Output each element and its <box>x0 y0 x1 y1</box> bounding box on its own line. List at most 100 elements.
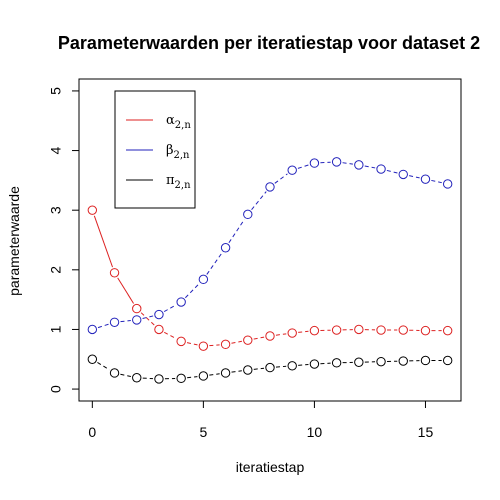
series-1-point <box>265 182 275 192</box>
series-2-segment <box>298 364 309 366</box>
series-1-segment <box>251 191 267 211</box>
series-layer <box>87 157 453 384</box>
series-2-point <box>154 374 164 384</box>
series-2-segment <box>97 361 110 371</box>
series-1-point <box>376 164 386 174</box>
y-tick-label: 5 <box>48 87 64 95</box>
series-1-point <box>220 243 231 253</box>
series-0-segment <box>253 336 265 340</box>
series-1 <box>87 157 453 335</box>
x-tick-label: 0 <box>88 424 96 440</box>
y-axis: 0 1 2 3 4 5 <box>48 87 80 393</box>
series-1-segment <box>320 161 331 164</box>
series-1-point <box>154 309 164 320</box>
y-tick-label: 4 <box>48 146 64 154</box>
series-1-point <box>420 174 431 184</box>
y-tick-label: 1 <box>48 325 64 333</box>
legend-label-subscript: 2,n <box>175 180 192 191</box>
legend-label-symbol: π <box>166 173 175 188</box>
series-1-point <box>176 297 186 307</box>
series-1-segment <box>342 162 353 165</box>
series-1-segment <box>386 169 398 174</box>
series-0-segment <box>298 330 309 333</box>
series-1-segment <box>297 164 309 169</box>
series-1-point <box>309 158 320 168</box>
series-2-point <box>243 365 253 375</box>
series-0-point <box>220 339 231 350</box>
x-axis: 0 5 10 15 <box>88 400 434 440</box>
series-2-point <box>287 361 297 371</box>
series-2-point <box>109 368 120 378</box>
series-0-point <box>287 328 297 338</box>
series-1-point <box>287 165 297 175</box>
series-2-point <box>87 354 98 364</box>
chart-title: Parameterwaarden per iteratiestap voor d… <box>58 33 480 53</box>
series-2-segment <box>253 367 265 370</box>
series-2-point <box>331 358 342 368</box>
series-1-point <box>198 274 209 285</box>
series-2-segment <box>275 365 287 368</box>
series-0-point <box>109 268 120 278</box>
series-0-point <box>132 303 142 314</box>
series-1-point <box>87 324 98 335</box>
series-1-segment <box>163 304 177 313</box>
series-0-point <box>354 324 364 335</box>
legend-label-0: α2,n <box>166 113 191 131</box>
series-1-point <box>243 209 253 220</box>
series-0-point <box>265 331 275 341</box>
series-1-segment <box>120 320 131 323</box>
series-2-segment <box>231 370 242 373</box>
x-tick-label: 10 <box>307 424 323 440</box>
x-tick-label: 5 <box>199 424 207 440</box>
series-2-point <box>309 359 320 369</box>
y-axis-label: parameterwaarde <box>6 186 22 296</box>
series-1-point <box>442 179 453 189</box>
series-1-point <box>132 315 142 325</box>
series-2-point <box>265 362 275 373</box>
series-0-point <box>154 324 164 335</box>
series-2-point <box>220 368 231 378</box>
legend-label-symbol: α <box>166 113 175 128</box>
series-1-segment <box>431 179 442 184</box>
series-1-segment <box>409 175 420 179</box>
series-1-segment <box>274 173 288 184</box>
series-0-point <box>309 325 320 336</box>
series-0-point <box>243 335 253 345</box>
x-tick-label: 15 <box>418 424 434 440</box>
series-0-segment <box>117 277 135 304</box>
series-2-point <box>376 356 386 367</box>
series-0-point <box>331 325 342 335</box>
series-2-segment <box>142 377 153 380</box>
series-0-segment <box>164 331 177 339</box>
legend: α2,n β2,n π2,n <box>114 90 196 209</box>
series-0-segment <box>186 342 198 346</box>
series-2-point <box>132 373 142 383</box>
series-2-segment <box>187 376 198 379</box>
legend-label-1: β2,n <box>166 143 190 161</box>
series-1-point <box>398 169 408 180</box>
series-1-point <box>354 160 364 170</box>
series-0 <box>87 205 453 351</box>
series-0-point <box>398 325 408 335</box>
y-tick-label: 2 <box>48 266 64 274</box>
series-1-segment <box>206 252 223 275</box>
series-2-segment <box>320 362 331 365</box>
series-1-segment <box>97 323 109 329</box>
series-1-segment <box>142 315 154 319</box>
series-0-point <box>442 325 453 336</box>
series-0-point <box>420 325 431 336</box>
series-0-point <box>198 341 209 351</box>
series-0-point <box>376 325 386 335</box>
series-2-point <box>442 355 453 366</box>
series-0-segment <box>140 312 155 326</box>
series-0-segment <box>209 344 220 347</box>
series-2-segment <box>209 373 220 376</box>
series-1-segment <box>228 219 245 244</box>
series-1-segment <box>185 283 200 299</box>
series-2-point <box>398 356 408 366</box>
series-2 <box>87 354 453 384</box>
series-0-point <box>87 205 98 215</box>
series-0-point <box>176 336 186 347</box>
y-tick-label: 3 <box>48 206 64 214</box>
